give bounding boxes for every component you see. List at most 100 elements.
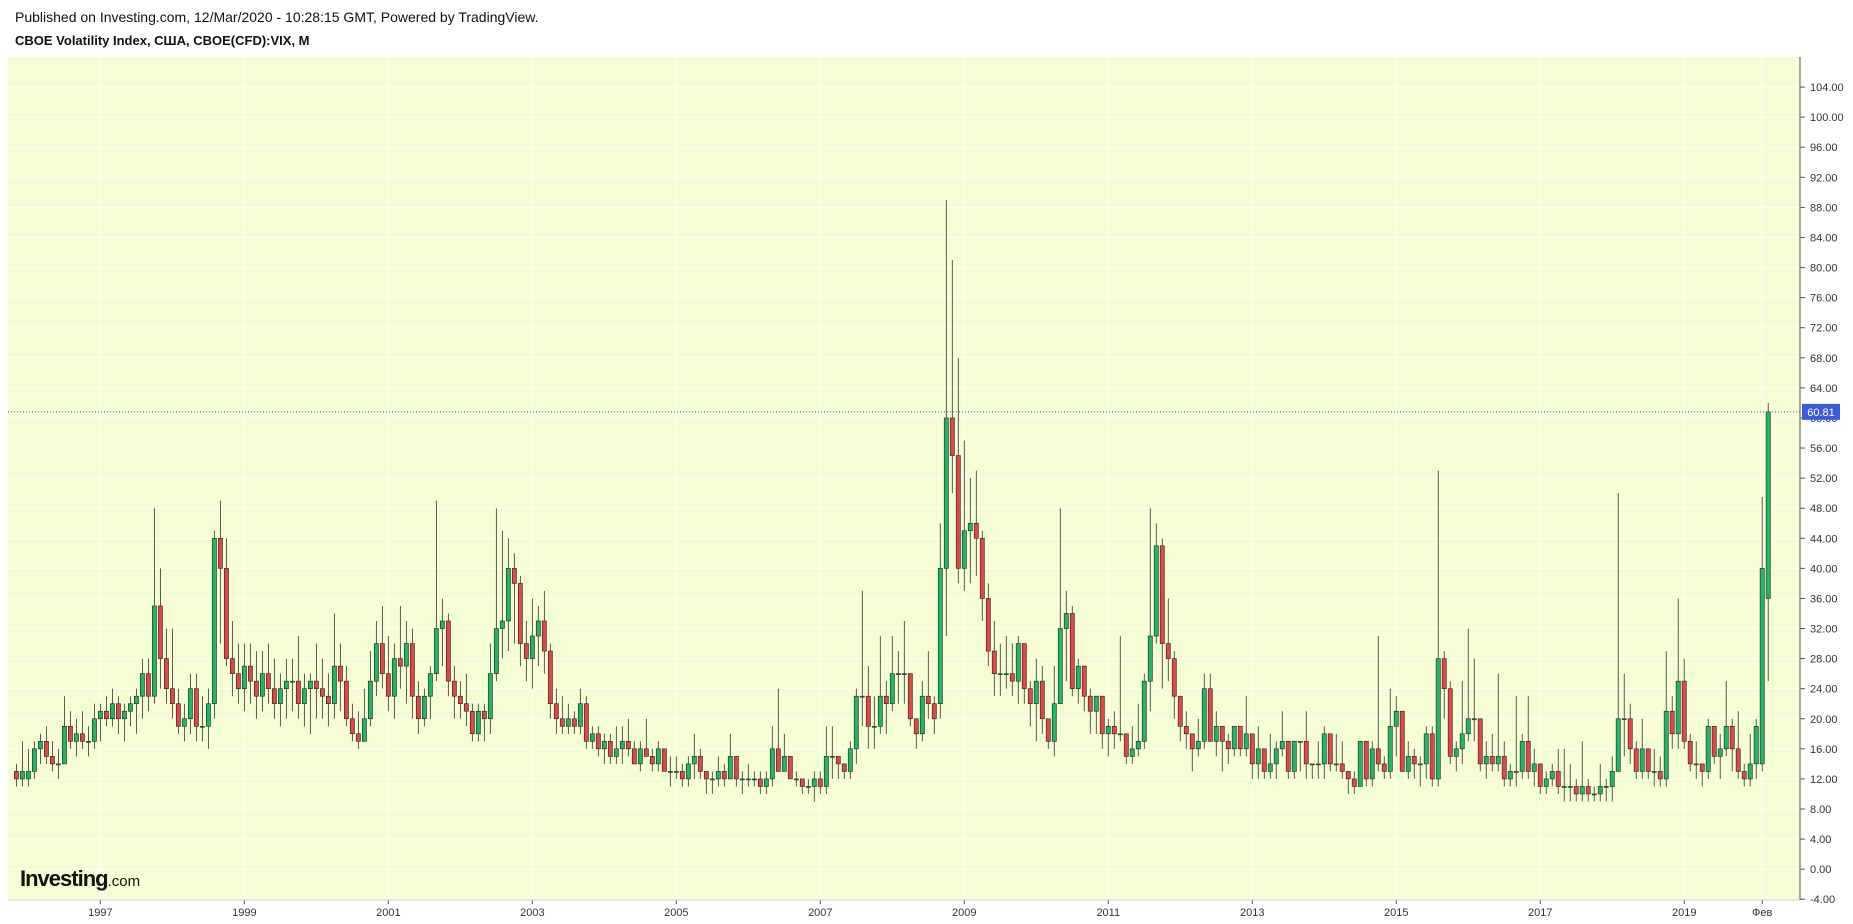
candle-body xyxy=(409,643,415,697)
y-tick-label: 56.00 xyxy=(1810,443,1838,455)
candle-body xyxy=(559,718,565,727)
y-tick-label: 4.00 xyxy=(1810,834,1831,846)
y-tick-label: 104.00 xyxy=(1810,82,1844,94)
candle-body xyxy=(253,680,259,697)
x-tick-label: 2019 xyxy=(1672,907,1696,919)
candle-body xyxy=(943,417,949,569)
candle-body xyxy=(175,703,181,727)
candle-body xyxy=(139,673,145,697)
candle-body xyxy=(1189,733,1195,750)
candle-body xyxy=(1495,756,1501,765)
candle-body xyxy=(895,673,901,675)
y-tick-label: 52.00 xyxy=(1810,473,1838,485)
candle-body xyxy=(955,455,961,569)
candle-body xyxy=(43,741,49,757)
candle-body xyxy=(1579,786,1585,795)
candle-body xyxy=(1213,725,1219,742)
candle-body xyxy=(1663,710,1669,780)
candle-body xyxy=(1255,748,1261,765)
candle-body xyxy=(451,680,457,697)
y-tick-label: 88.00 xyxy=(1810,202,1838,214)
candle-body xyxy=(1507,771,1513,780)
candle-body xyxy=(913,718,919,735)
y-tick-label: 100.00 xyxy=(1810,112,1844,124)
candle-body xyxy=(1309,763,1315,766)
candle-body xyxy=(37,741,43,750)
candle-body xyxy=(637,748,643,765)
candle-body xyxy=(1363,741,1369,780)
candle-body xyxy=(13,771,19,780)
y-tick-label: 80.00 xyxy=(1810,263,1838,275)
x-tick-label: 1999 xyxy=(232,907,256,919)
candle-body xyxy=(685,763,691,780)
y-tick-label: 84.00 xyxy=(1810,232,1838,244)
y-tick-label: 68.00 xyxy=(1810,353,1838,365)
candle-body xyxy=(133,695,139,705)
candle-body xyxy=(1021,643,1027,689)
y-tick-label: 20.00 xyxy=(1810,714,1838,726)
logo-suffix: .com xyxy=(108,873,141,890)
y-tick-label: 48.00 xyxy=(1810,503,1838,515)
candle-body xyxy=(235,673,241,689)
candle-body xyxy=(811,778,817,787)
candle-body xyxy=(937,568,943,705)
y-tick-label: 64.00 xyxy=(1810,383,1838,395)
candle-body xyxy=(1615,718,1621,772)
y-tick-label: -4.00 xyxy=(1810,894,1835,906)
candle-body xyxy=(463,703,469,712)
candle-body xyxy=(1633,748,1639,772)
candle-body xyxy=(529,635,535,659)
y-tick-label: 72.00 xyxy=(1810,323,1838,335)
candle-body xyxy=(1603,786,1609,788)
candle-body xyxy=(457,695,463,705)
candle-body xyxy=(949,417,955,456)
candle-body xyxy=(475,710,481,735)
candle-body xyxy=(517,583,523,644)
y-tick-label: 40.00 xyxy=(1810,563,1838,575)
candle-body xyxy=(1063,613,1069,629)
candle-body xyxy=(1561,786,1567,788)
candle-body xyxy=(1003,673,1009,675)
candle-body xyxy=(1279,741,1285,750)
x-tick-label: 2013 xyxy=(1240,907,1264,919)
candle-body xyxy=(145,673,151,697)
candle-body xyxy=(1639,748,1645,772)
candle-body xyxy=(445,620,451,682)
candle-body xyxy=(19,771,25,780)
candle-body xyxy=(1675,680,1681,735)
candle-body xyxy=(1345,771,1351,780)
candle-body xyxy=(241,665,247,689)
candle-body xyxy=(1729,725,1735,750)
candle-body xyxy=(415,695,421,720)
candle-body xyxy=(1075,665,1081,689)
candle-body xyxy=(907,673,913,720)
candle-body xyxy=(823,756,829,787)
candle-body xyxy=(901,673,907,675)
candle-body xyxy=(1225,741,1231,750)
x-tick-label: 2011 xyxy=(1096,907,1120,919)
candle-body xyxy=(721,771,727,780)
candle-body xyxy=(1717,748,1723,757)
candle-body xyxy=(667,771,673,773)
candle-body xyxy=(1585,786,1591,795)
candle-body xyxy=(757,778,763,787)
x-tick-label: 2003 xyxy=(520,907,544,919)
candle-body xyxy=(169,688,175,705)
candle-body xyxy=(1357,741,1363,787)
candle-body xyxy=(1141,680,1147,742)
candle-body xyxy=(1201,688,1207,742)
candle-body xyxy=(1351,778,1357,787)
candle-body xyxy=(1657,771,1663,780)
x-tick-label: 2009 xyxy=(952,907,976,919)
candle-body xyxy=(1315,763,1321,766)
candle-body xyxy=(277,688,283,705)
candle-body xyxy=(967,522,973,532)
x-tick-label: 2005 xyxy=(664,907,688,919)
candle-body xyxy=(1747,763,1753,780)
candle-body xyxy=(103,710,109,720)
candle-body xyxy=(985,598,991,652)
candle-body xyxy=(751,778,757,781)
candle-body xyxy=(205,703,211,727)
candle-body xyxy=(115,703,121,720)
